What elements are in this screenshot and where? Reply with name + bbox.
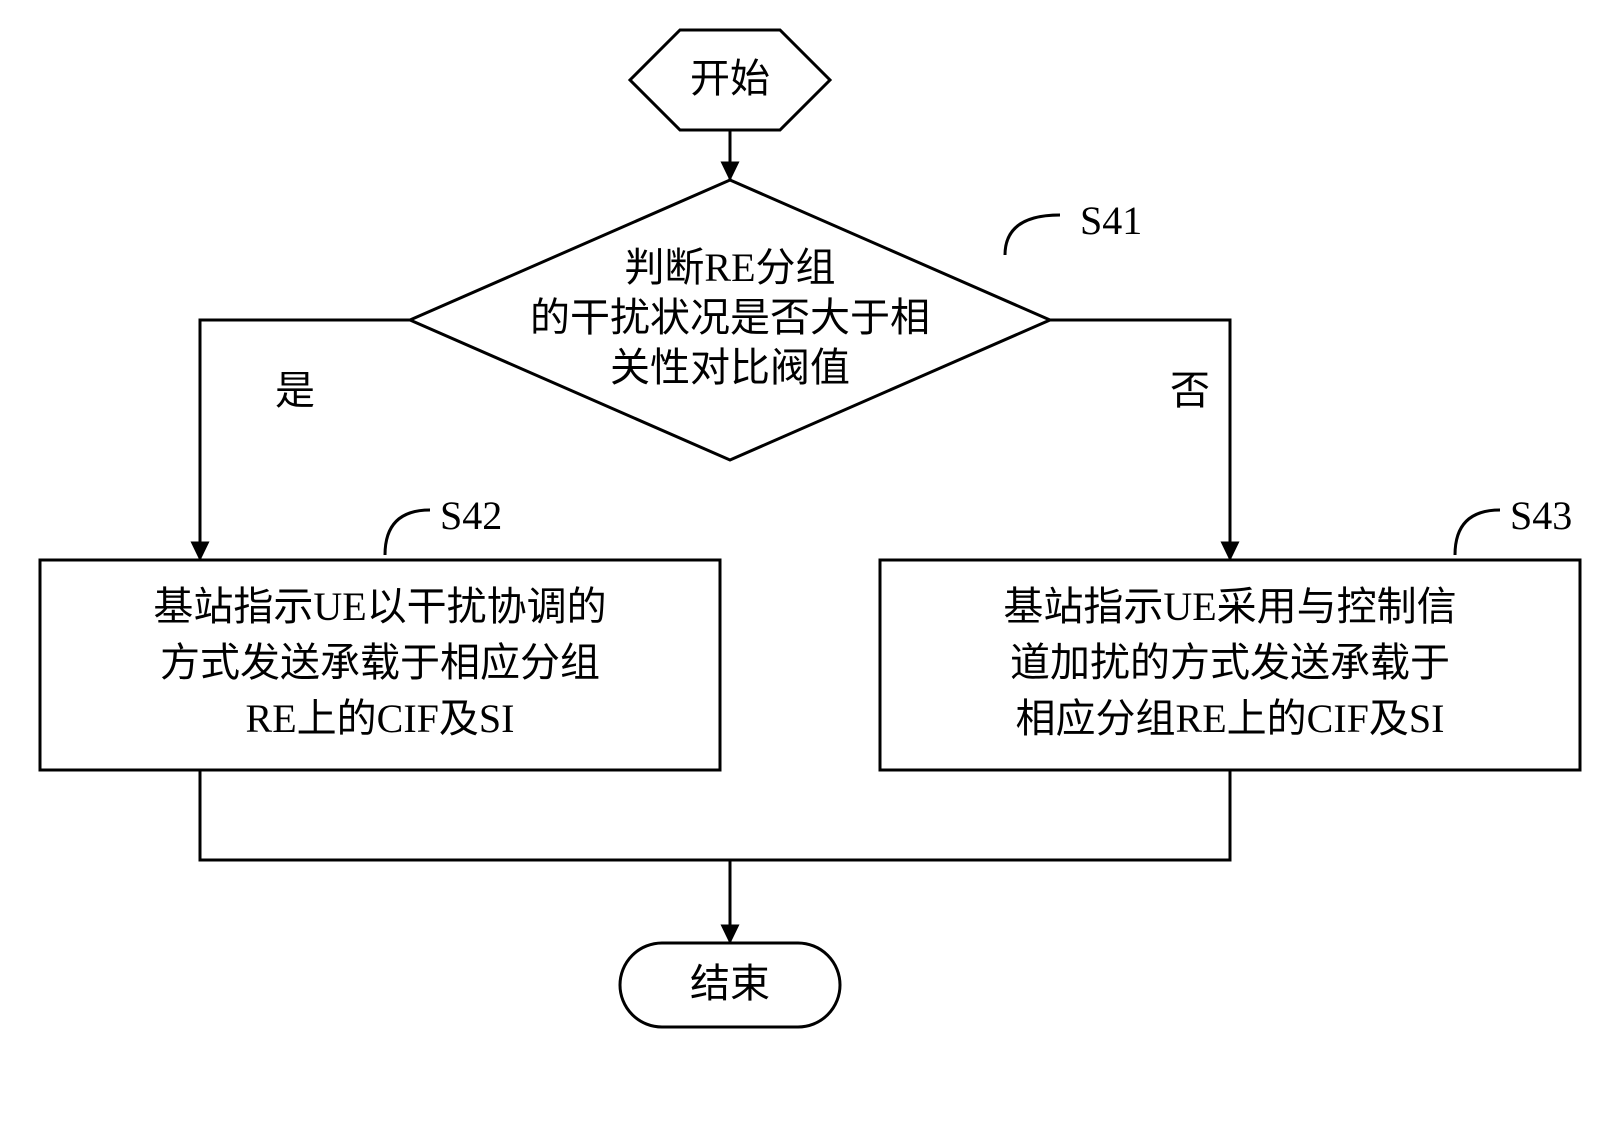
label-pointer (385, 510, 430, 555)
connector (1050, 320, 1230, 560)
label-right_id: S43 (1510, 493, 1572, 538)
end-label: 结束 (690, 961, 770, 1006)
left-box-text: RE上的CIF及SI (246, 696, 515, 741)
label-pointer (1005, 215, 1060, 255)
arrowhead-icon (191, 542, 208, 560)
right-box-text: 基站指示UE采用与控制信 (1003, 584, 1456, 629)
decision-text: 判断RE分组 (624, 245, 835, 290)
label-yes: 是 (275, 368, 315, 413)
arrowhead-icon (721, 162, 738, 180)
label-pointer (1455, 510, 1500, 555)
start-label: 开始 (690, 56, 770, 101)
arrowhead-icon (1221, 542, 1238, 560)
connector (200, 320, 410, 560)
left-box-text: 方式发送承载于相应分组 (160, 640, 600, 685)
label-decision_id: S41 (1080, 198, 1142, 243)
label-left_id: S42 (440, 493, 502, 538)
left-box-text: 基站指示UE以干扰协调的 (153, 584, 606, 629)
right-box-text: 道加扰的方式发送承载于 (1010, 640, 1450, 685)
connector (200, 770, 1230, 860)
label-no: 否 (1170, 368, 1210, 413)
arrowhead-icon (721, 925, 738, 943)
right-box-text: 相应分组RE上的CIF及SI (1016, 696, 1445, 741)
decision-text: 关性对比阀值 (610, 345, 850, 390)
decision-text: 的干扰状况是否大于相 (530, 295, 930, 340)
